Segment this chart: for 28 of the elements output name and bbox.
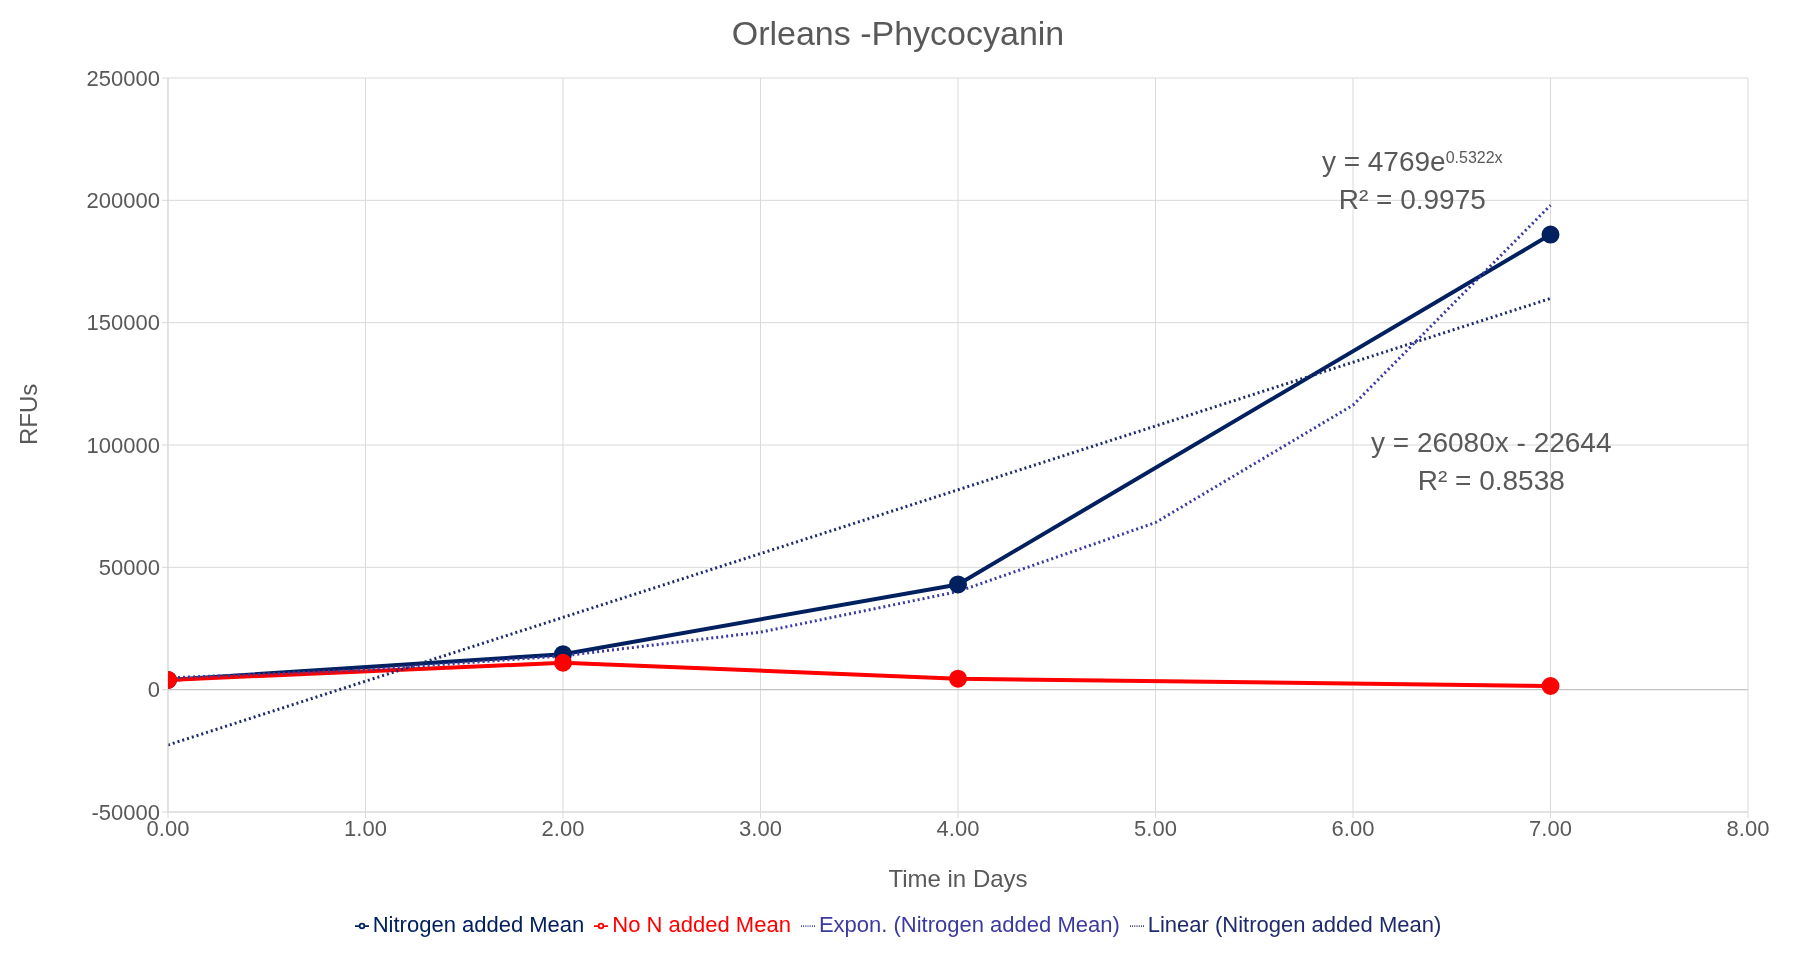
x-tick-label: 3.00: [739, 815, 782, 841]
legend-label: Linear (Nitrogen added Mean): [1147, 912, 1442, 937]
chart-title: Orleans -Phycocyanin: [730, 13, 1066, 54]
annotation: y = 4769e$^{0.5322x}$ R² = 0.9975: [1321, 145, 1503, 215]
annotation: y = 26080x - 22644 R² = 0.8538: [1370, 427, 1612, 497]
x-tick-label: 1.00: [344, 815, 387, 841]
y-tick-label: 150000: [86, 310, 160, 336]
point: [1541, 225, 1560, 244]
x-tick-label: 6.00: [1331, 815, 1375, 841]
y-axis-title: RFUs: [14, 383, 42, 445]
y-tick-label: 50000: [98, 555, 160, 581]
x-axis-title: Time in Days: [888, 865, 1028, 892]
point: [949, 575, 967, 594]
x-tick-label: 8.00: [1726, 815, 1770, 841]
x-tick-label: 2.00: [541, 815, 585, 841]
legend-label: Expon. (Nitrogen added Mean): [818, 912, 1120, 937]
y-tick-label: 0: [147, 677, 160, 703]
point: [1541, 677, 1560, 695]
point: [949, 669, 967, 688]
x-tick-label: 7.00: [1529, 815, 1572, 841]
y-tick-label: 200000: [86, 188, 160, 214]
y-tick-label: 100000: [86, 432, 160, 458]
x-tick-label: 5.00: [1134, 815, 1177, 841]
legend-label: Nitrogen added Mean: [372, 912, 585, 937]
y-tick-label: 250000: [86, 65, 160, 91]
x-tick-label: 4.00: [936, 815, 980, 841]
point: [554, 653, 572, 672]
legend-label: No N added Mean: [612, 912, 791, 937]
